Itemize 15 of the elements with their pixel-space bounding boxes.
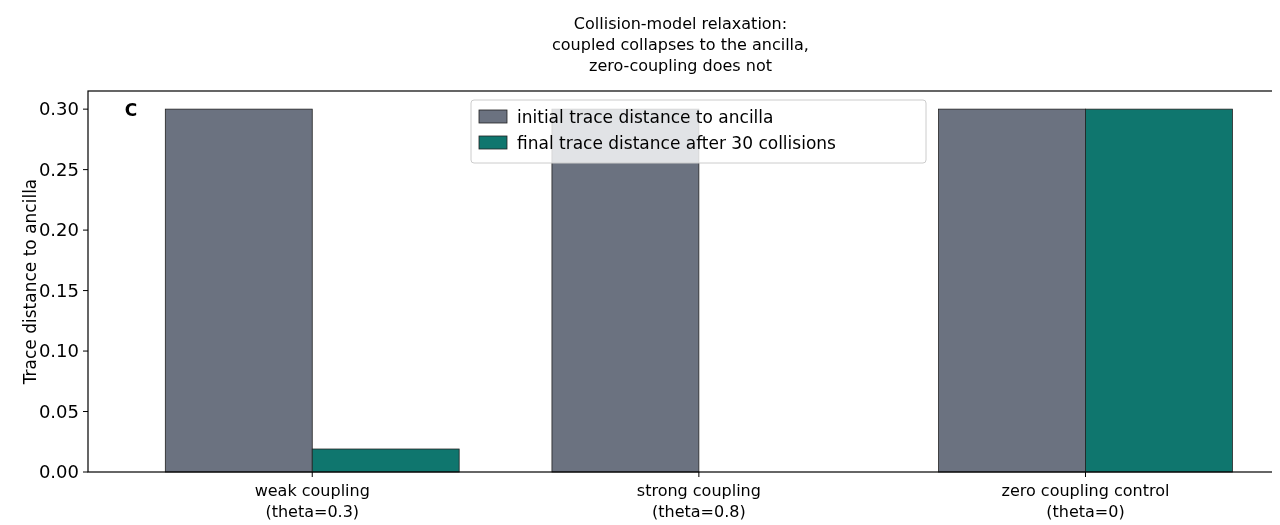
y-tick-label: 0.30 [38,98,79,120]
y-axis-title: Trace distance to ancilla [20,178,40,386]
x-tick-label: zero coupling control (theta=0) [1001,481,1170,521]
legend-label: initial trace distance to ancilla [517,106,774,127]
y-tick-label: 0.00 [38,461,79,483]
annotation: C [124,100,138,120]
y-tick-label: 0.15 [38,279,79,301]
chart-title: Collision-model relaxation: coupled collapses to the ancilla, zero-coupling does not [552,14,809,75]
y-tick-label: 0.25 [38,158,79,180]
y-tick-label: 0.20 [38,219,79,241]
y-tick-label: 0.05 [38,400,79,422]
legend-label: final trace distance after 30 collisions [517,132,837,153]
x-tick-label: weak coupling (theta=0.3) [254,481,370,521]
x-tick-label: strong coupling (theta=0.8) [636,481,761,521]
y-tick-label: 0.10 [38,340,79,362]
